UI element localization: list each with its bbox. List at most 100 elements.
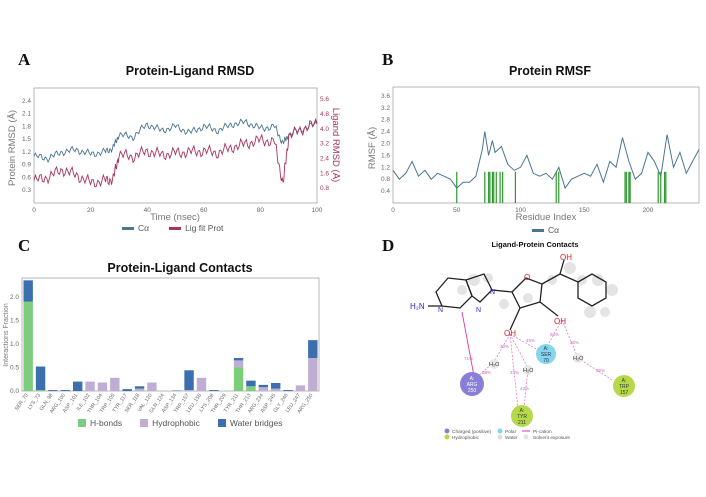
contacts-bar-leu_158-1 [196, 377, 207, 391]
contacts-bar-trp_105-1 [110, 377, 120, 391]
legend-ca-swatch [122, 226, 134, 230]
residue-ser70-chain: A: [544, 346, 549, 352]
pct-5: 38% [482, 370, 491, 375]
diagram-title: Ligand-Protein Contacts [491, 240, 579, 249]
rmsf-ytick-5: 2.4 [381, 129, 390, 136]
residue-arg250-name: ARG [467, 382, 478, 388]
rmsf-chart: Residue Index RMSF (Å) 0 50 100 150 200 0.4 0.… [367, 86, 700, 223]
legend-water: Water [505, 435, 518, 441]
residue-tyr211-chain: A: [520, 408, 525, 414]
contacts-ytick-0: 0.0 [10, 388, 19, 395]
pct-8: 38% [596, 368, 605, 373]
legend-waterbridges-swatch [217, 419, 226, 427]
legend-hydrophobic-label: Hydrophobic [152, 418, 200, 428]
legend-rmsf-ca-swatch [532, 228, 544, 232]
pct-7: 43% [520, 386, 529, 391]
rmsd-series-ca [33, 118, 318, 164]
contacts-bar-thr_213-0 [246, 386, 256, 391]
residue-ser70-name: SER [541, 352, 552, 358]
residue-trp157-chain: A: [622, 378, 627, 384]
rmsd-ytick2-6: 5.6 [320, 96, 329, 103]
rmsd-ytick2-0: 0.8 [320, 185, 329, 192]
residue-tyr211-num: 211 [518, 420, 526, 426]
rmsd-xtick-5: 100 [312, 207, 323, 214]
atom-o-ring: O [524, 273, 530, 282]
rmsd-ytick2-2: 2.4 [320, 155, 329, 162]
residue-tyr211: A: TYR 211 [511, 405, 533, 427]
rmsd-ylabel: Protein RMSD (Å) [7, 110, 18, 186]
contacts-ytick-3: 1.5 [10, 317, 19, 324]
contacts-bar-asp_101-2 [72, 381, 83, 391]
water-molecules: H₂O H₂O H₂O [489, 353, 584, 375]
legend-hydrophobic-res: Hydrophobic [452, 435, 480, 441]
contacts-plot-frame [21, 277, 320, 392]
contacts-ylabel: Interactions Fraction [3, 303, 10, 367]
residue-trp157: A: TRP 157 [613, 375, 635, 397]
contacts-bar-lys_73-0 [35, 390, 46, 391]
residue-trp157-num: 157 [620, 390, 629, 396]
contacts-bar-ile_102-1 [85, 381, 95, 391]
rmsd-chart: Time (nsec) Protein RMSD (Å) Ligand RMSD… [7, 87, 340, 223]
legend-rmsf-ca-label: Cα [548, 225, 560, 235]
pct-1: 45% [526, 338, 535, 343]
rmsd-ytick-5: 1.8 [22, 123, 31, 130]
panel-c-label: C [18, 236, 31, 255]
atom-oh-top: OH [560, 253, 572, 262]
rmsf-ylabel: RMSF (Å) [367, 127, 378, 169]
rmsf-xlabel: Residue Index [516, 212, 577, 223]
rmsf-ytick-0: 0.4 [381, 188, 390, 195]
residue-arg250-num: 250 [468, 388, 477, 394]
rmsd-ytick-7: 2.4 [22, 98, 31, 105]
rmsf-ytick-6: 2.8 [381, 117, 390, 124]
rmsf-legend: Cα [532, 225, 559, 235]
contacts-ytick-4: 2.0 [10, 294, 19, 301]
rmsd-xtick-3: 60 [200, 207, 208, 214]
contacts-bar-arg_234-1 [258, 387, 269, 391]
rmsd-xtick-4: 80 [257, 207, 265, 214]
legend-pi-cation: Pi-cation [533, 429, 552, 435]
rmsd-plot-frame [33, 87, 318, 204]
contacts-title: Protein-Ligand Contacts [107, 261, 253, 275]
rmsd-ylabel2: Ligand RMSD (Å) [330, 108, 340, 182]
contacts-bar-ser_118-1 [134, 388, 145, 391]
rmsf-series-ca [392, 131, 700, 190]
legend-polar: Polar [505, 429, 517, 435]
rmsf-xtick-3: 150 [579, 207, 590, 214]
water-3: H₂O [573, 356, 584, 362]
residue-arg250-chain: A: [470, 376, 475, 382]
panel-b-label: B [382, 50, 394, 69]
contacts-bar-gly_246-2 [283, 390, 293, 391]
rmsd-legend: Cα Lig fit Prot [122, 223, 223, 233]
ligand-bonds [428, 259, 607, 331]
contacts-bar-trp_157-2 [184, 370, 194, 391]
contacts-bar-lys_73-2 [35, 366, 46, 391]
rmsd-xtick-1: 20 [87, 207, 95, 214]
rmsd-ytick-6: 2.1 [22, 111, 31, 118]
legend-ca-label: Cα [138, 223, 150, 233]
residue-trp157-name: TRP [619, 384, 630, 390]
rmsf-ytick-4: 2.0 [381, 141, 390, 148]
contacts-bar-trp_157-1 [184, 390, 194, 391]
legend-ligfit-swatch [169, 226, 182, 230]
contacts-bar-ser_118-2 [134, 386, 145, 389]
ligand-diagram: OH O OH OH H₂N N N N H₂O H₂O H₂O A: ARG … [410, 253, 635, 441]
panel-a-label: A [18, 50, 31, 69]
water-2: H₂O [523, 368, 534, 374]
rmsf-xtick-4: 200 [643, 207, 654, 214]
contacts-chart: Interactions Fraction 0.00.51.01.52.0SER… [3, 277, 320, 415]
contacts-ytick-1: 0.5 [10, 364, 19, 371]
atom-n3: N [476, 307, 481, 314]
legend-charged: Charged (positive) [452, 429, 492, 435]
water-1: H₂O [489, 362, 500, 368]
pct-2: 94% [550, 332, 559, 337]
residue-tyr211-name: TYR [517, 414, 527, 420]
pi-cation-line [461, 311, 475, 377]
rmsd-ytick2-1: 1.6 [320, 170, 329, 177]
rmsd-ytick-3: 1.2 [22, 149, 31, 156]
contacts-bar-gln_98-2 [48, 390, 58, 391]
rmsf-plot-frame [392, 86, 700, 204]
legend-hydrophobic-swatch [140, 419, 149, 427]
rmsd-ytick2-3: 3.2 [320, 141, 329, 148]
contacts-bar-asp_245-1 [270, 388, 281, 391]
legend-ligfit-label: Lig fit Prot [185, 223, 224, 233]
